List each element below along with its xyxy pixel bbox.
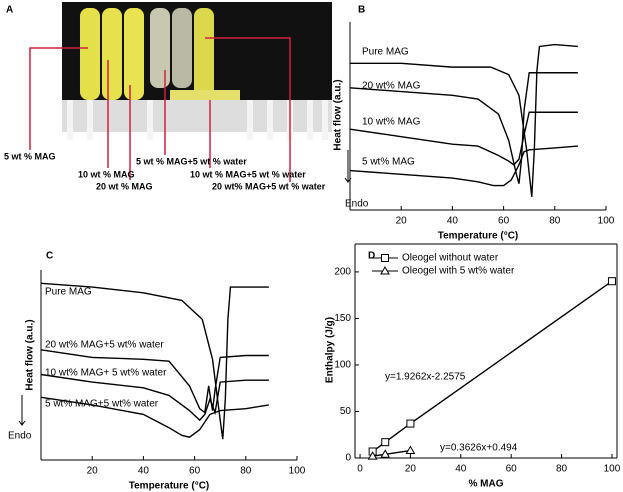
x-tick-label: 40: [455, 464, 467, 475]
x-tick-label: 80: [240, 466, 252, 477]
x-tick-label: 100: [598, 216, 615, 227]
x-axis-title: Temperature (°C): [129, 481, 210, 492]
endo-arrowhead: [18, 420, 26, 426]
tube: [172, 8, 192, 88]
x-tick-label: 40: [447, 216, 459, 227]
y-axis-title: Heat flow (a.u.): [25, 319, 36, 390]
series-label: Pure MAG: [362, 47, 409, 58]
legend-marker: [380, 265, 390, 275]
annotation: y=0.3626x+0.494: [440, 443, 518, 454]
legend-marker: [381, 254, 389, 262]
photo-annotation: 20 wt % MAG: [96, 181, 153, 191]
x-tick-label: 100: [289, 466, 306, 477]
leader-lines: [29, 37, 291, 182]
annotation: y=1.9262x-2.2575: [385, 372, 466, 383]
series-label: 5 wt% MAG: [362, 157, 415, 168]
series-line: [40, 396, 269, 438]
tube: [150, 8, 170, 88]
panel-label: B: [358, 5, 365, 16]
series-line: [350, 43, 578, 197]
endo-label: Endo: [8, 431, 32, 442]
photo-annotation: 20 wt% MAG+5 wt % water: [212, 181, 326, 191]
series-line: [372, 280, 613, 453]
series-line: [349, 145, 578, 187]
x-tick-label: 100: [604, 464, 621, 475]
x-tick-label: 80: [556, 464, 568, 475]
x-tick-label: 60: [189, 466, 201, 477]
series-label: 10 wt% MAG+ 5 wt% water: [45, 368, 167, 379]
y-tick-label: 150: [334, 313, 351, 324]
series-label: 20 wt% MAG: [362, 81, 421, 92]
series-label: 10 wt% MAG: [362, 117, 421, 128]
y-tick-label: 0: [345, 453, 351, 464]
y-tick-label: 200: [334, 267, 351, 278]
x-tick-label: 60: [498, 216, 510, 227]
tube: [80, 8, 100, 100]
series-line: [40, 373, 269, 422]
photo-annotation: 10 wt % MAG+5 wt % water: [190, 169, 306, 179]
marker: [380, 449, 391, 458]
x-axis-title: Temperature (°C): [438, 231, 519, 242]
rack-pegs: [67, 100, 328, 140]
x-tick-label: 0: [357, 464, 363, 475]
series-line: [40, 282, 269, 440]
x-tick-label: 20: [396, 216, 408, 227]
marker: [406, 419, 415, 428]
tube: [194, 8, 214, 100]
marker: [607, 277, 616, 286]
series-line: [349, 111, 578, 166]
marker: [367, 451, 378, 460]
panel-label: C: [46, 251, 53, 262]
series-label: 20 wt% MAG+5 wt% water: [45, 340, 164, 351]
x-tick-label: 60: [506, 464, 518, 475]
endo-label: Endo: [345, 199, 369, 210]
y-tick-label: 50: [340, 406, 352, 417]
series-line: [349, 72, 578, 184]
x-axis-title: % MAG: [469, 479, 504, 490]
photo-annotation: 5 wt % MAG+5 wt % water: [136, 156, 247, 166]
series-line: [372, 449, 411, 457]
photo-annotation: 10 wt % MAG: [78, 169, 135, 179]
marker: [381, 438, 390, 447]
panel-label: D: [368, 251, 375, 262]
x-tick-label: 80: [549, 216, 561, 227]
photo-annotation: 5 wt % MAG: [4, 151, 56, 161]
x-tick-label: 40: [138, 466, 150, 477]
panel-label: A: [6, 5, 13, 16]
photo: [29, 2, 332, 182]
endo-arrowhead: [344, 177, 352, 183]
series-label: 5 wt% MAG+5 wt% water: [45, 399, 159, 410]
x-tick-label: 20: [405, 464, 417, 475]
tube: [124, 8, 144, 100]
y-axis-title: Enthalpy (J/g): [325, 317, 336, 383]
x-tick-label: 20: [87, 466, 99, 477]
y-axis-title: Heat flow (a.u.): [333, 79, 344, 150]
tube: [102, 8, 122, 100]
legend-label: Oleogel without water: [402, 253, 499, 264]
y-tick-label: 100: [334, 360, 351, 371]
legend-label: Oleogel with 5 wt% water: [402, 266, 515, 277]
marker: [405, 445, 416, 455]
series-label: Pure MAG: [45, 287, 92, 298]
